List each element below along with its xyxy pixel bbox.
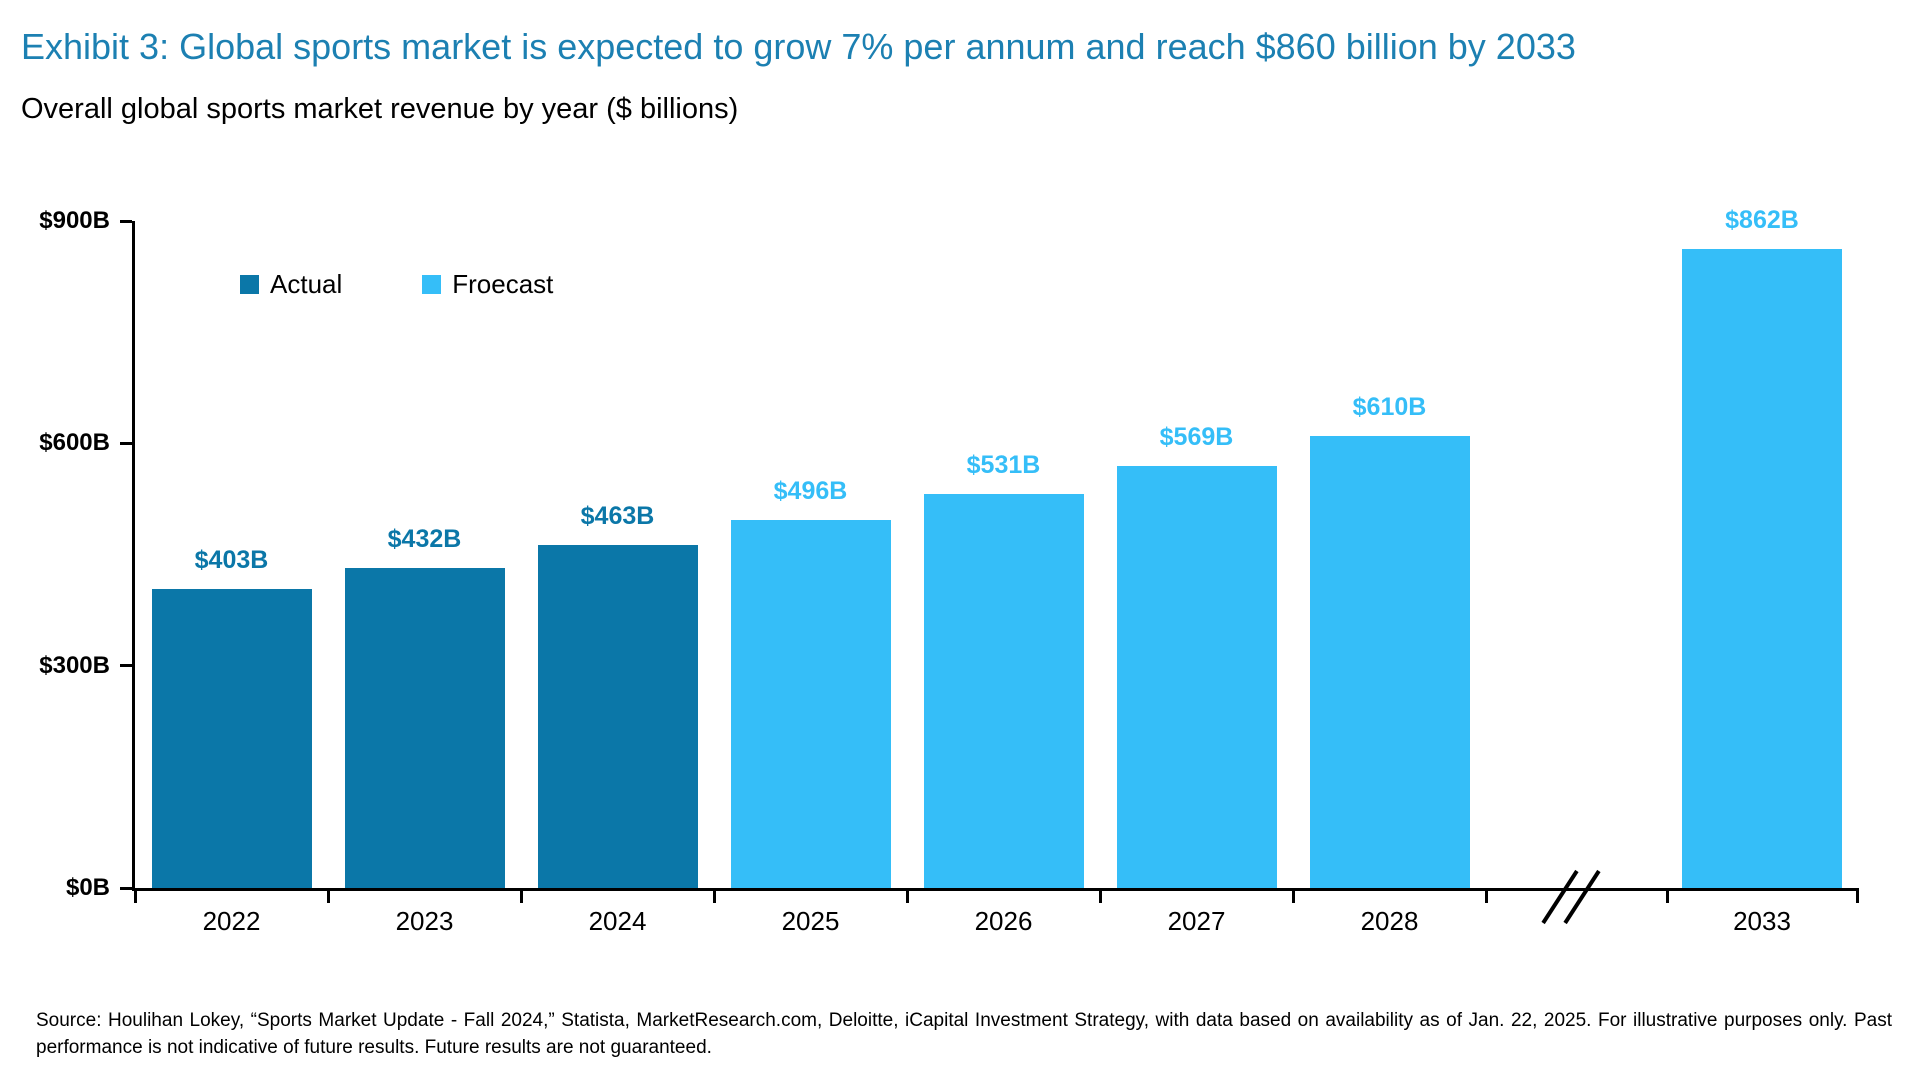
value-label-2033: $862B — [1725, 206, 1799, 234]
value-label-2024: $463B — [580, 502, 655, 530]
bar-group-2027: $569B 2027 — [1100, 221, 1293, 936]
chart-legend: Actual Froecast — [240, 269, 553, 300]
legend-swatch-forecast-icon — [422, 275, 442, 294]
legend-item-actual: Actual — [240, 269, 342, 300]
legend-item-forecast: Froecast — [422, 269, 553, 300]
source-note: Source: Houlihan Lokey, “Sports Market U… — [36, 1010, 1892, 1058]
y-axis-label: $900B — [39, 207, 110, 234]
bar-2024 — [537, 545, 698, 888]
x-axis-tick — [1855, 888, 1859, 903]
bar-2028 — [1309, 436, 1470, 888]
exhibit-title: Exhibit 3: Global sports market is expec… — [21, 26, 1576, 67]
legend-label-actual: Actual — [270, 269, 343, 299]
x-axis-tick — [1665, 888, 1669, 903]
y-axis-tick — [120, 219, 132, 223]
x-axis-tick — [1291, 888, 1295, 903]
legend-swatch-actual-icon — [240, 275, 259, 294]
x-axis-tick — [1098, 888, 1102, 903]
bar-group-2023: $432B 2023 — [328, 221, 521, 936]
x-axis-label-2023: 2023 — [395, 906, 454, 936]
x-axis-label-2028: 2028 — [1360, 906, 1419, 936]
bar-2023 — [344, 568, 505, 888]
x-axis-tick — [133, 888, 137, 903]
bar-group-2026: $531B 2026 — [907, 221, 1100, 936]
y-axis-label: $600B — [39, 429, 110, 457]
bar-2025 — [730, 520, 891, 888]
x-axis-label-2025: 2025 — [781, 906, 840, 936]
value-label-2026: $531B — [966, 451, 1041, 479]
y-axis-label: $300B — [39, 651, 110, 679]
plot-area: Actual Froecast $0B $300B $600B $900B $403B 2… — [39, 206, 1859, 936]
y-axis-label: $0B — [65, 874, 110, 901]
y-axis-tick — [120, 441, 132, 445]
bar-2022 — [151, 589, 312, 888]
bar-group-2025: $496B 2025 — [714, 221, 907, 936]
x-axis-label-2027: 2027 — [1167, 906, 1226, 936]
value-label-2028: $610B — [1352, 393, 1427, 421]
bar-group-2033: $862B 2033 — [1667, 206, 1857, 936]
bar-group-2024: $463B 2024 — [521, 221, 714, 936]
bar-2027 — [1116, 466, 1277, 888]
bar-group-2022: $403B 2022 — [135, 221, 328, 936]
x-axis-label-2022: 2022 — [202, 906, 261, 936]
x-axis-tick — [712, 888, 716, 903]
y-axis-tick — [120, 886, 132, 890]
x-axis-tick — [905, 888, 909, 903]
bar-2026 — [923, 494, 1084, 888]
chart-subtitle: Overall global sports market revenue by … — [21, 93, 739, 125]
x-axis-label-2024: 2024 — [588, 906, 647, 936]
value-label-2027: $569B — [1159, 423, 1234, 451]
axis-break-icon — [1541, 866, 1601, 928]
legend-label-forecast: Froecast — [452, 269, 554, 299]
x-axis-label-2026: 2026 — [974, 906, 1033, 936]
value-label-2025: $496B — [773, 477, 848, 505]
bar-group-2028: $610B 2028 — [1293, 221, 1486, 936]
x-axis-tick — [1484, 888, 1488, 903]
x-axis-label-2033: 2033 — [1733, 906, 1791, 936]
x-axis-tick — [519, 888, 523, 903]
value-label-2023: $432B — [387, 525, 462, 553]
y-axis-tick — [120, 664, 132, 668]
x-axis-tick — [326, 888, 330, 903]
value-label-2022: $403B — [194, 546, 269, 574]
bar-2033 — [1682, 249, 1842, 888]
